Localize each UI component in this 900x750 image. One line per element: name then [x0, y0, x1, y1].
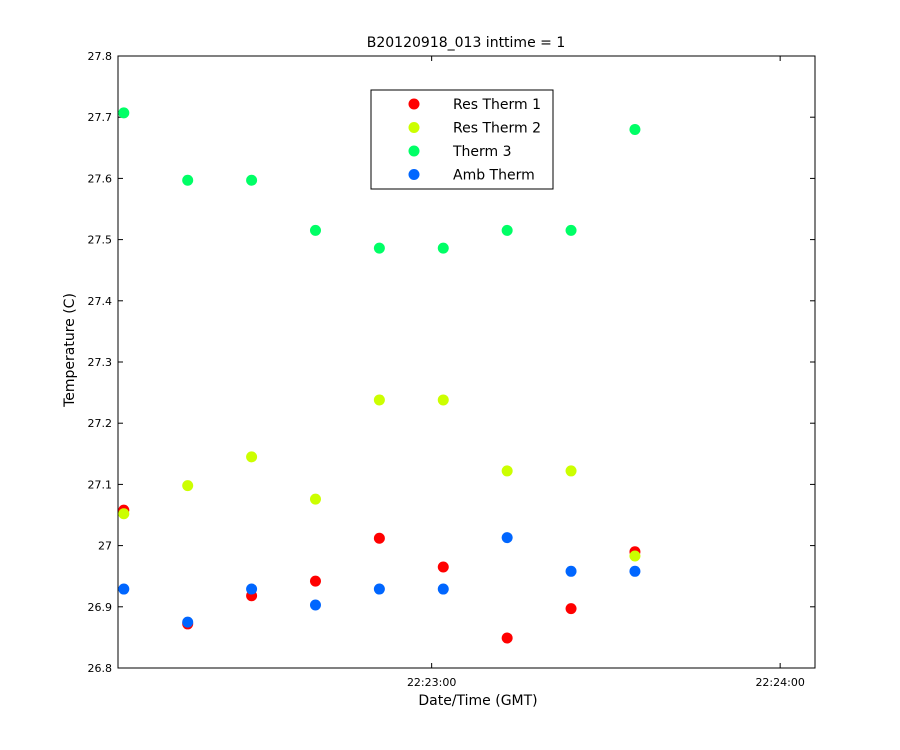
series-therm-3 [118, 107, 641, 254]
legend: Res Therm 1 Res Therm 2 Therm 3 Amb Therm [370, 89, 554, 190]
data-point [629, 550, 641, 562]
y-tick-label: 26.8 [88, 662, 113, 675]
data-point [309, 575, 321, 587]
data-point [565, 224, 577, 236]
data-point [182, 616, 194, 628]
data-point [373, 532, 385, 544]
legend-label: Res Therm 1 [453, 97, 541, 113]
y-axis: 26.8 26.9 27 27.1 27.2 27.3 27.4 27.5 27.6 27.7 27… [88, 50, 815, 675]
data-point [629, 565, 641, 577]
data-point [437, 561, 449, 573]
data-point [182, 174, 194, 186]
y-tick-label: 27.3 [88, 356, 113, 369]
data-point [501, 224, 513, 236]
y-tick-label: 27.2 [88, 417, 113, 430]
data-point [246, 174, 258, 186]
data-point [373, 583, 385, 595]
data-point [373, 242, 385, 254]
legend-label: Amb Therm [453, 168, 535, 184]
y-axis-title: Temperature (C) [62, 293, 78, 408]
legend-marker [408, 122, 420, 133]
legend-marker [408, 169, 420, 180]
data-point [565, 465, 577, 477]
legend-label: Therm 3 [452, 144, 512, 160]
y-tick-label: 27.1 [88, 478, 113, 491]
data-point [182, 480, 194, 492]
data-point [309, 224, 321, 236]
data-point [501, 465, 513, 477]
y-tick-label: 27.4 [88, 295, 113, 308]
x-axis-title: Date/Time (GMT) [418, 693, 537, 709]
y-tick-label: 27 [98, 540, 112, 553]
data-point [629, 123, 641, 135]
data-points [118, 107, 641, 644]
legend-box [370, 89, 554, 190]
legend-label: Res Therm 2 [453, 121, 541, 137]
data-point [501, 632, 513, 644]
series-amb-therm [118, 532, 641, 628]
data-point [118, 508, 130, 520]
y-tick-label: 26.9 [88, 601, 113, 614]
legend-marker [408, 98, 420, 110]
y-tick-label: 27.5 [88, 234, 113, 247]
data-point [246, 583, 258, 595]
series-res-therm-2 [118, 394, 641, 562]
data-point [246, 451, 258, 463]
y-tick-label: 27.7 [88, 111, 113, 124]
x-tick-label: 22:23:00 [407, 676, 456, 689]
data-point [118, 107, 130, 119]
legend-marker [408, 145, 420, 157]
y-tick-label: 27.8 [88, 50, 113, 63]
data-point [309, 599, 321, 611]
y-tick-label: 27.6 [88, 172, 113, 185]
data-point [437, 583, 449, 595]
data-point [565, 565, 577, 577]
data-point [437, 242, 449, 254]
chart-title: B20120918_013 inttime = 1 [367, 35, 565, 51]
data-point [118, 583, 130, 595]
data-point [373, 394, 385, 406]
data-point [501, 532, 513, 544]
data-point [565, 603, 577, 615]
x-axis: 22:23:00 22:24:00 [407, 56, 805, 689]
data-point [309, 493, 321, 505]
x-tick-label: 22:24:00 [755, 676, 804, 689]
data-point [437, 394, 449, 406]
